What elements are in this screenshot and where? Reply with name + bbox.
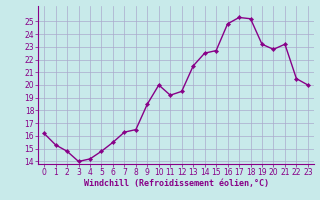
X-axis label: Windchill (Refroidissement éolien,°C): Windchill (Refroidissement éolien,°C) (84, 179, 268, 188)
